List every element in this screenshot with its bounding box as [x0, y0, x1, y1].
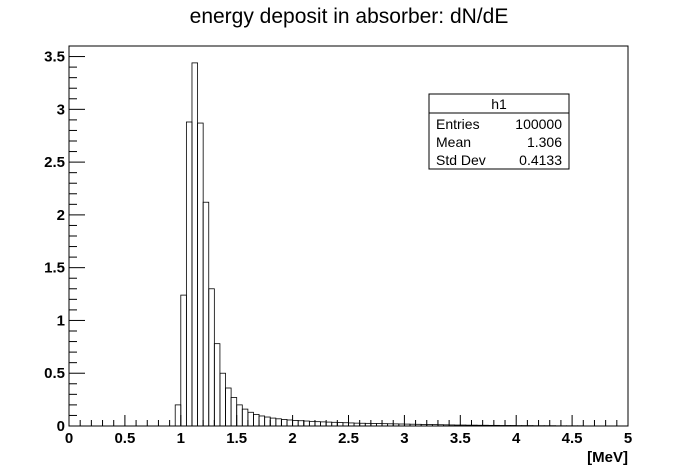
histogram-bin — [219, 372, 226, 427]
y-tick-label: 3.5 — [44, 49, 65, 66]
histogram-bin — [320, 421, 327, 427]
histogram-bin — [482, 424, 489, 427]
histogram-bin — [370, 423, 377, 427]
histogram-bin — [281, 419, 288, 427]
histogram-bin — [431, 424, 439, 427]
histogram-bin — [314, 421, 321, 427]
histogram-bin — [499, 425, 506, 427]
x-tick-label: 5 — [624, 430, 632, 447]
histogram-bin — [264, 416, 271, 427]
x-tick-label: 2 — [288, 430, 296, 447]
y-tick-label: 2 — [57, 207, 65, 224]
y-tick-label: 0.5 — [44, 365, 65, 382]
y-tick-label: 1 — [57, 312, 65, 329]
histogram-bin — [269, 417, 277, 427]
histogram-bin — [493, 424, 500, 427]
histogram-bin — [420, 424, 428, 427]
histogram-bin — [398, 423, 405, 427]
histogram-bin — [230, 397, 238, 427]
histogram-bin — [331, 421, 338, 427]
stats-box: h1 Entries 100000 Mean 1.306 Std Dev 0.4… — [428, 93, 570, 170]
x-tick-label: 2.5 — [338, 430, 359, 447]
histogram-bin — [415, 423, 422, 427]
x-tick-label: 4.5 — [562, 430, 583, 447]
x-tick-label: 0 — [65, 430, 73, 447]
histogram-bin — [448, 424, 456, 427]
histogram-bin — [510, 425, 517, 427]
histogram-bin — [409, 423, 416, 427]
histogram-bin — [403, 423, 411, 427]
y-tick-label: 3 — [57, 101, 65, 118]
stats-mean-value: 1.306 — [527, 134, 562, 150]
x-tick-label: 1.5 — [226, 430, 247, 447]
histogram-bin — [504, 425, 512, 427]
histogram-bin — [202, 201, 210, 427]
histogram-bin — [275, 418, 282, 427]
x-tick-label: 0.5 — [114, 430, 135, 447]
histogram-bin — [236, 404, 243, 427]
y-tick-label: 0 — [57, 418, 65, 435]
histogram-bin — [286, 419, 294, 427]
x-tick-label: 3.5 — [450, 430, 471, 447]
histogram-bin — [297, 420, 305, 427]
histogram-bin — [253, 413, 260, 427]
histogram-bin — [443, 424, 450, 427]
x-tick-label: 1 — [177, 430, 185, 447]
x-tick-label: 4 — [512, 430, 521, 447]
stats-stddev-label: Std Dev — [436, 152, 486, 168]
stats-entries-label: Entries — [436, 116, 480, 132]
histogram-bin — [364, 422, 372, 427]
histogram-bin — [376, 423, 383, 427]
histogram-bin — [387, 423, 394, 427]
y-tick-label: 2.5 — [44, 154, 65, 171]
stats-box-title: h1 — [491, 96, 507, 112]
histogram-bin — [174, 404, 182, 427]
y-tick-label: 1.5 — [44, 260, 65, 277]
stats-mean-label: Mean — [436, 134, 471, 150]
histogram-bin — [308, 420, 316, 427]
chart-title: energy deposit in absorber: dN/dE — [189, 5, 509, 28]
histogram-bin — [225, 387, 232, 427]
histogram-bin — [426, 424, 433, 427]
histogram-bin — [241, 408, 249, 427]
stats-entries-value: 100000 — [515, 116, 562, 132]
histogram-bin — [180, 294, 187, 427]
histogram-bin — [325, 421, 333, 427]
histogram-bin — [437, 424, 444, 427]
histogram-bin — [292, 420, 299, 427]
histogram-bin — [208, 288, 215, 427]
histogram-bin — [392, 423, 400, 427]
histogram-bin — [258, 415, 266, 427]
histogram-bin — [476, 424, 484, 427]
x-axis-label: [MeV] — [587, 449, 628, 466]
histogram-bin — [185, 121, 193, 427]
histogram-bin — [191, 62, 198, 427]
histogram-bin — [303, 420, 310, 427]
histogram-bin — [213, 343, 221, 427]
histogram-bin — [336, 422, 344, 427]
histogram-bin — [487, 424, 495, 427]
histogram-bin — [197, 122, 204, 427]
histogram-bin — [247, 411, 254, 427]
x-tick-label: 3 — [400, 430, 408, 447]
histogram-bin — [381, 423, 389, 427]
stats-stddev-value: 0.4133 — [519, 152, 562, 168]
